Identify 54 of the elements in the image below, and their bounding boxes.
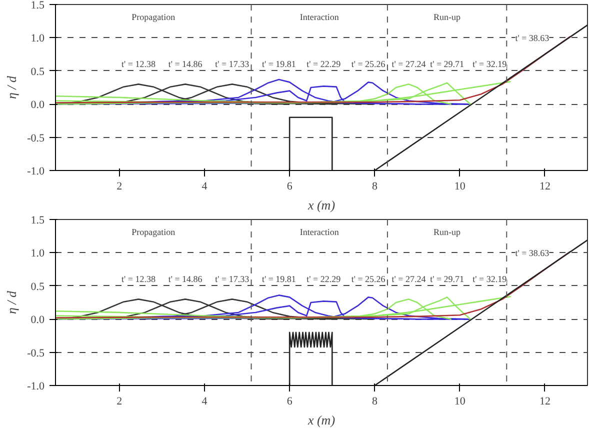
annotation: t' = 38.63 — [515, 33, 550, 44]
y-tick-label: -1.0 — [27, 380, 45, 392]
x-axis-title: x (m) — [306, 412, 336, 428]
annotation: t' = 17.33 — [215, 58, 250, 69]
annotation: t' = 14.86 — [168, 274, 203, 284]
annotation: t' = 25.26 — [351, 58, 386, 69]
annotation: t' = 32.19 — [472, 274, 508, 284]
annotation: t' = 19.81 — [262, 58, 296, 69]
annotation: t' = 19.81 — [262, 274, 296, 284]
y-tick-label: 0.0 — [30, 99, 45, 112]
x-tick-label: 10 — [454, 396, 466, 408]
y-tick-label: -0.5 — [27, 132, 45, 144]
y-axis-title: η / d — [4, 75, 20, 100]
annotation: t' = 29.71 — [430, 58, 464, 69]
annotation: t' = 22.29 — [306, 58, 342, 69]
annotation: Run-up — [434, 226, 462, 237]
x-tick-label: 4 — [202, 180, 208, 192]
x-tick-label: 8 — [372, 396, 378, 408]
annotation: Run-up — [434, 12, 462, 22]
annotation: Interaction — [300, 226, 340, 237]
x-axis-title: x (m) — [306, 198, 336, 212]
annotation: t' = 27.24 — [392, 58, 426, 69]
annotation: t' = 17.33 — [215, 274, 250, 284]
x-tick-label: 8 — [372, 180, 378, 192]
x-tick-label: 4 — [202, 396, 208, 408]
annotation: Interaction — [300, 12, 340, 22]
annotation: t' = 14.86 — [168, 58, 203, 69]
y-tick-label: 0.0 — [30, 314, 45, 326]
y-tick-label: 1.0 — [30, 32, 45, 45]
y-tick-label: -1.0 — [27, 166, 45, 178]
x-tick-label: 6 — [286, 180, 293, 192]
annotation: Propagation — [132, 226, 176, 237]
annotation: t' = 38.63 — [515, 248, 550, 258]
annotation: t' = 32.19 — [472, 58, 508, 69]
annotation: Propagation — [132, 12, 176, 22]
y-tick-label: 0.5 — [30, 66, 45, 78]
y-tick-label: 1.0 — [30, 248, 45, 260]
y-tick-label: 1.5 — [30, 0, 45, 12]
y-tick-label: -0.5 — [27, 347, 45, 360]
annotation: t' = 12.38 — [122, 274, 156, 284]
x-tick-label: 2 — [116, 180, 122, 192]
annotation: t' = 12.38 — [122, 58, 156, 69]
x-tick-label: 12 — [539, 180, 550, 192]
annotation: t' = 25.26 — [351, 274, 386, 284]
annotation: t' = 22.29 — [306, 274, 342, 284]
x-tick-label: 6 — [286, 396, 293, 408]
annotation: t' = 27.24 — [392, 274, 426, 284]
x-tick-label: 2 — [116, 396, 122, 408]
annotation: t' = 29.71 — [430, 274, 464, 284]
x-tick-label: 12 — [539, 396, 550, 408]
y-axis-title: η / d — [4, 290, 20, 314]
x-tick-label: 10 — [454, 180, 466, 192]
y-tick-label: 1.5 — [30, 214, 45, 226]
y-tick-label: 0.5 — [30, 280, 45, 293]
